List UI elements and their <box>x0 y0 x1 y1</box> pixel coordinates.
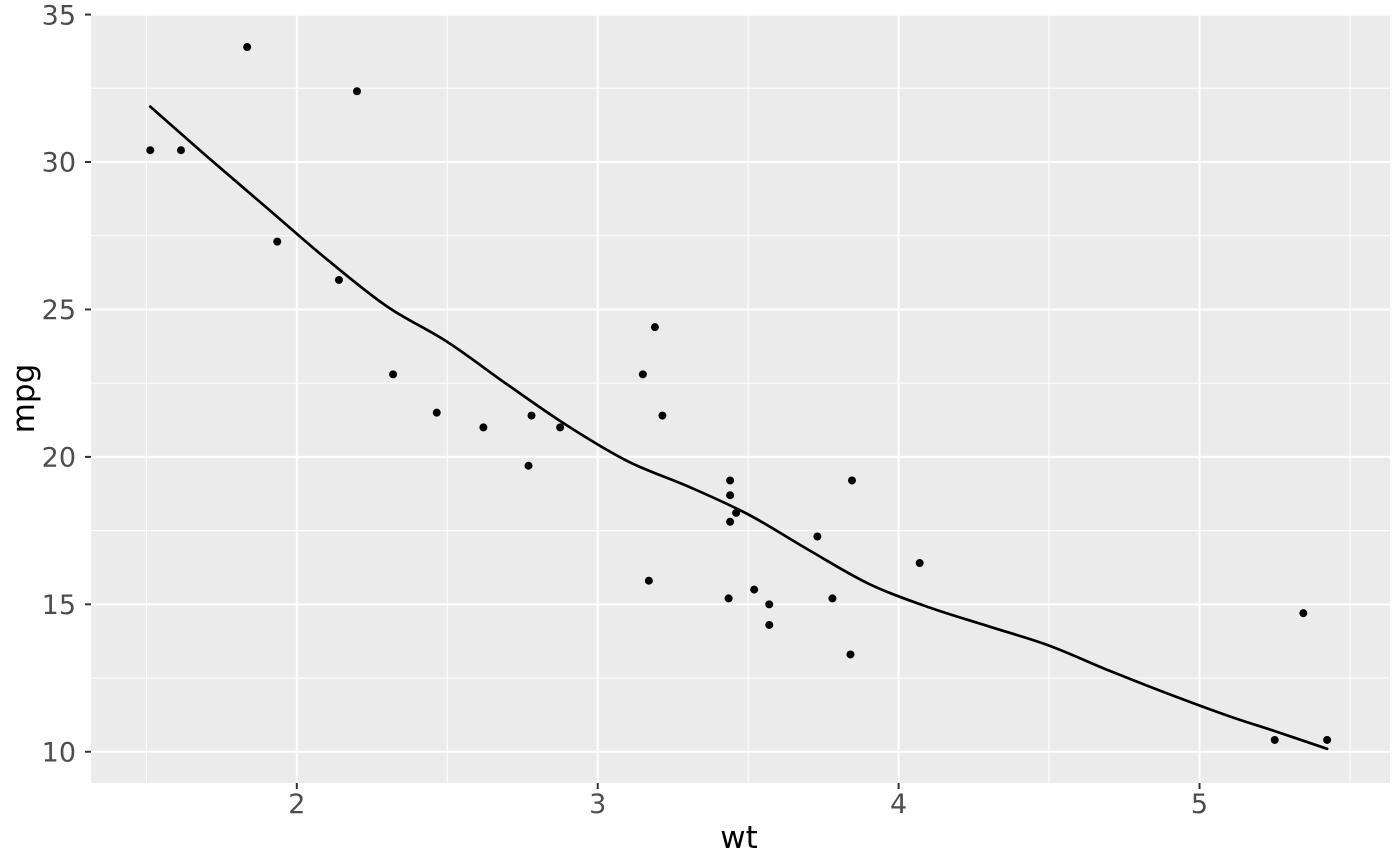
y-tick-label: 30 <box>42 148 76 179</box>
y-tick-label: 35 <box>42 0 76 31</box>
data-point <box>726 491 735 500</box>
y-tick-label: 15 <box>42 590 76 621</box>
data-point <box>658 411 667 420</box>
data-point <box>828 594 837 603</box>
data-point <box>556 423 565 432</box>
data-point <box>765 620 774 629</box>
x-tick-label: 4 <box>890 789 907 820</box>
data-point <box>1323 735 1332 744</box>
data-point <box>644 576 653 585</box>
y-axis-title: mpg <box>6 364 42 434</box>
data-point <box>750 585 759 594</box>
data-point <box>524 461 533 470</box>
data-point <box>765 600 774 609</box>
data-point <box>650 323 659 332</box>
data-point <box>352 87 361 96</box>
x-axis-title: wt <box>720 820 758 856</box>
data-point <box>915 559 924 568</box>
data-point <box>1299 609 1308 618</box>
data-point <box>432 408 441 417</box>
data-point <box>479 423 488 432</box>
loess-curve <box>148 105 1329 751</box>
data-point <box>732 508 741 517</box>
data-point <box>176 146 185 155</box>
x-tick-label: 5 <box>1191 789 1208 820</box>
x-tick-label: 2 <box>288 789 305 820</box>
data-point <box>146 146 155 155</box>
data-point <box>1270 735 1279 744</box>
data-point <box>847 476 856 485</box>
y-tick-label: 25 <box>42 295 76 326</box>
y-tick-label: 20 <box>42 443 76 474</box>
data-point <box>726 476 735 485</box>
data-point <box>813 532 822 541</box>
data-point <box>334 275 343 284</box>
x-tick-label: 3 <box>589 789 606 820</box>
data-point <box>527 411 536 420</box>
data-point <box>389 370 398 379</box>
data-point <box>726 517 735 526</box>
data-point <box>243 43 252 52</box>
data-point <box>273 237 282 246</box>
data-point <box>724 594 733 603</box>
plot-panel <box>91 14 1390 783</box>
data-point <box>846 650 855 659</box>
y-tick-label: 10 <box>42 737 76 768</box>
data-point <box>638 370 647 379</box>
